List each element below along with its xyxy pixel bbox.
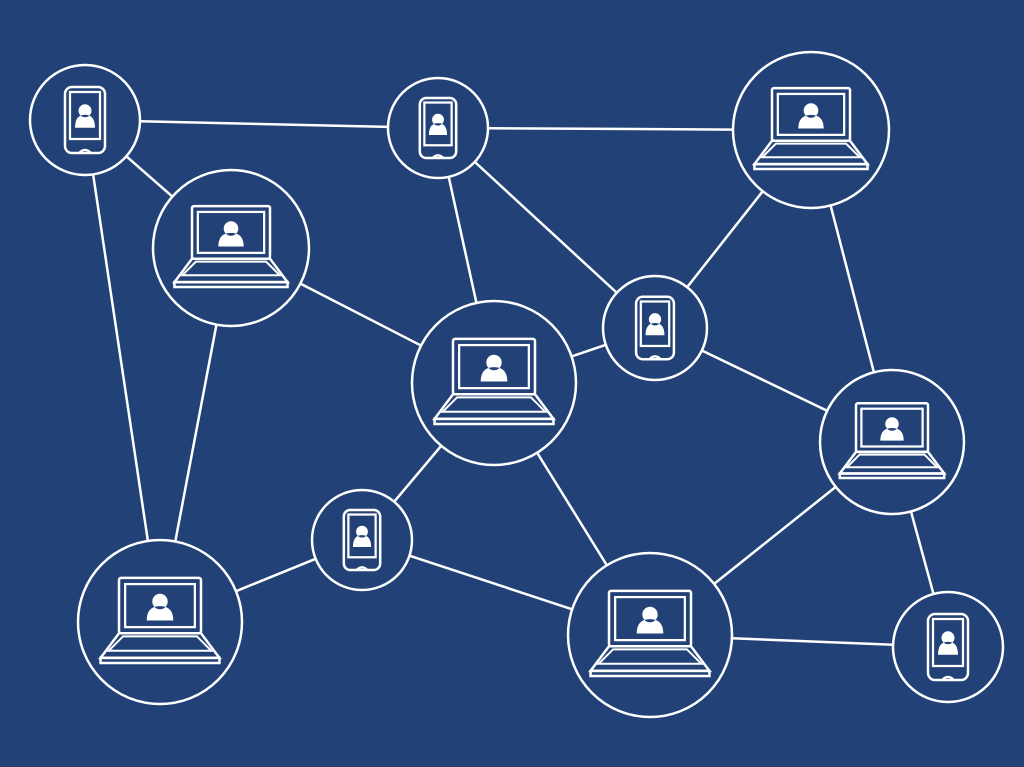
network-edge xyxy=(732,638,893,644)
network-edge xyxy=(93,174,148,541)
network-edge xyxy=(702,351,827,411)
node-laptop xyxy=(568,553,732,717)
node-laptop xyxy=(78,540,242,704)
node-circle xyxy=(820,370,964,514)
node-layer xyxy=(30,52,1003,717)
node-laptop xyxy=(153,170,309,326)
network-edge xyxy=(394,446,441,502)
node-phone xyxy=(388,78,488,178)
node-circle xyxy=(78,540,242,704)
network-edge xyxy=(488,128,733,129)
network-edge xyxy=(537,453,607,566)
network-edge xyxy=(236,559,316,591)
network-edge xyxy=(572,345,606,357)
network-edge xyxy=(831,205,874,372)
network-edge xyxy=(175,325,216,542)
network-edge xyxy=(475,162,617,293)
network-edge xyxy=(911,511,934,593)
node-phone xyxy=(30,65,140,175)
network-edge xyxy=(714,487,836,584)
node-phone xyxy=(893,592,1003,702)
network-edge xyxy=(687,191,763,287)
node-circle xyxy=(568,553,732,717)
node-laptop xyxy=(412,301,576,465)
network-edge xyxy=(126,156,172,196)
network-edge xyxy=(300,284,421,346)
network-edge xyxy=(449,177,477,303)
node-laptop xyxy=(820,370,964,514)
network-diagram xyxy=(0,0,1024,767)
network-edge xyxy=(140,121,388,127)
node-phone xyxy=(312,490,412,590)
network-edge xyxy=(409,556,572,610)
node-laptop xyxy=(733,52,889,208)
node-circle xyxy=(153,170,309,326)
node-circle xyxy=(412,301,576,465)
node-phone xyxy=(603,276,707,380)
node-circle xyxy=(733,52,889,208)
